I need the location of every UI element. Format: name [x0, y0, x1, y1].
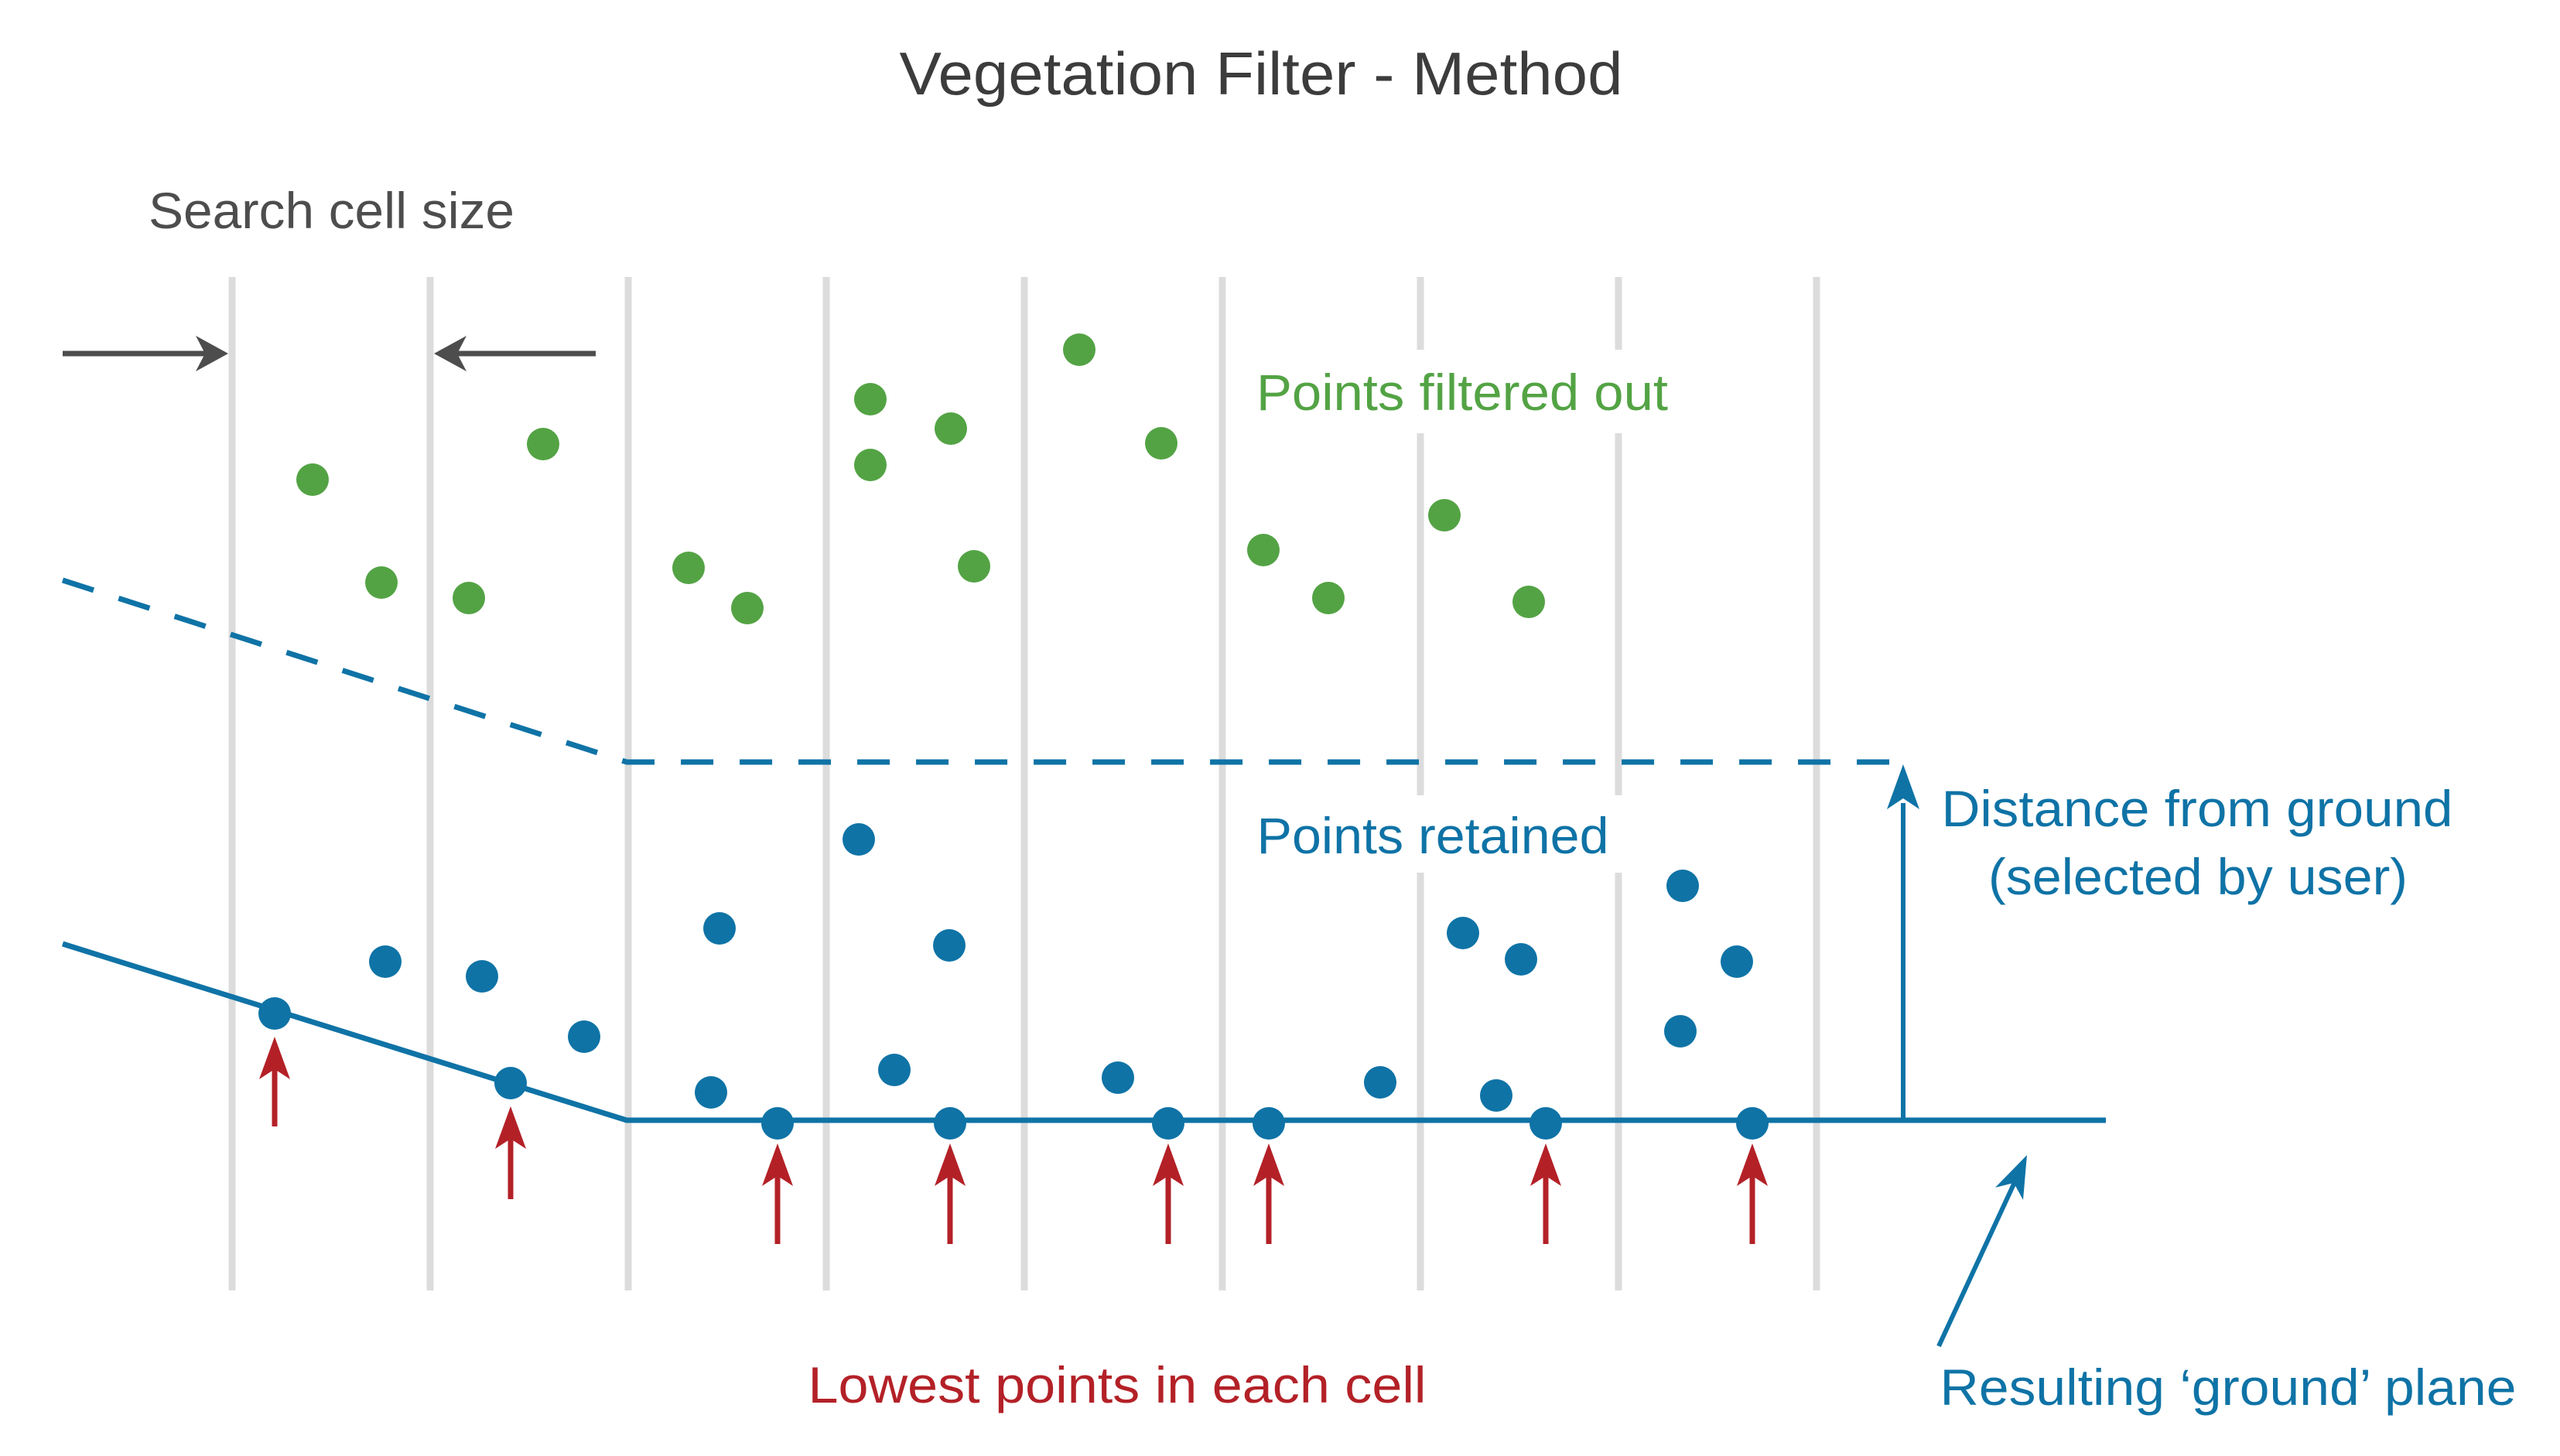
retained-point [695, 1076, 727, 1109]
filtered-point [1145, 427, 1177, 460]
lowest-point-arrow-head [935, 1143, 966, 1186]
retained-point [1736, 1107, 1769, 1140]
filtered-point [296, 463, 329, 496]
retained-point [1152, 1107, 1184, 1140]
filtered-point [527, 428, 559, 460]
resulting-ground-plane-label: Resulting ‘ground’ plane [1940, 1359, 2517, 1416]
filtered-point [1063, 333, 1095, 366]
retained-point [1505, 943, 1537, 976]
points-retained-label: Points retained [1257, 807, 1609, 864]
lowest-points-label: Lowest points in each cell [808, 1356, 1427, 1413]
filtered-point [453, 582, 485, 614]
retained-point [1480, 1079, 1512, 1112]
filtered-point [1512, 586, 1545, 618]
filtered-point [854, 383, 887, 415]
page-title: Vegetation Filter - Method [900, 39, 1623, 108]
filtered-point [854, 449, 887, 481]
filtered-point [672, 552, 705, 584]
retained-point [761, 1107, 794, 1140]
lowest-point-arrow-head [1737, 1143, 1768, 1186]
retained-point [933, 929, 966, 962]
cell-size-arrow-head [196, 336, 228, 371]
retained-point [934, 1107, 966, 1140]
search-cell-size-label: Search cell size [149, 182, 514, 239]
retained-point [1721, 945, 1753, 978]
retained-point [1364, 1066, 1396, 1099]
retained-point [843, 823, 875, 856]
lowest-point-arrow-head [1153, 1143, 1184, 1186]
rendered-layer [61, 277, 2106, 1348]
ground-plane-line [61, 941, 2106, 1123]
lowest-point-arrow-head [495, 1106, 526, 1149]
filtered-point [731, 592, 764, 624]
retained-point [369, 945, 402, 978]
lowest-point-arrow-head [762, 1143, 793, 1186]
label-backing [1236, 795, 1629, 873]
retained-point [568, 1020, 600, 1053]
distance-from-ground-label-line1: Distance from ground [1942, 780, 2453, 837]
lowest-point-arrow-head [259, 1037, 290, 1079]
filtered-point [365, 566, 398, 599]
filtered-point [1312, 582, 1345, 614]
points-filtered-out-label: Points filtered out [1256, 364, 1668, 421]
retained-point [1102, 1061, 1134, 1094]
retained-point [878, 1054, 911, 1086]
filtered-point [1428, 499, 1461, 531]
plane-pointer-arrow-head [1995, 1155, 2027, 1200]
retained-point [1666, 870, 1699, 902]
filtered-point [958, 550, 990, 583]
filtered-point [1247, 534, 1280, 566]
cell-size-arrow-head [434, 336, 467, 371]
retained-point [466, 960, 498, 993]
distance-from-ground-label-line2: (selected by user) [1988, 848, 2408, 905]
retained-point [1447, 917, 1479, 949]
retained-point [1530, 1107, 1562, 1140]
retained-point [703, 912, 736, 945]
lowest-point-arrow-head [1253, 1143, 1284, 1186]
lowest-point-arrow-head [1530, 1143, 1561, 1186]
plane-pointer-arrow-shaft [1936, 1177, 2018, 1348]
retained-point [494, 1067, 527, 1099]
threshold-dashed-line [61, 577, 1893, 765]
filtered-point [935, 412, 967, 445]
retained-point [1664, 1015, 1697, 1048]
distance-arrow-head [1887, 764, 1919, 809]
label-backing [1236, 350, 1693, 433]
retained-point [1253, 1107, 1285, 1140]
retained-point [258, 997, 291, 1030]
